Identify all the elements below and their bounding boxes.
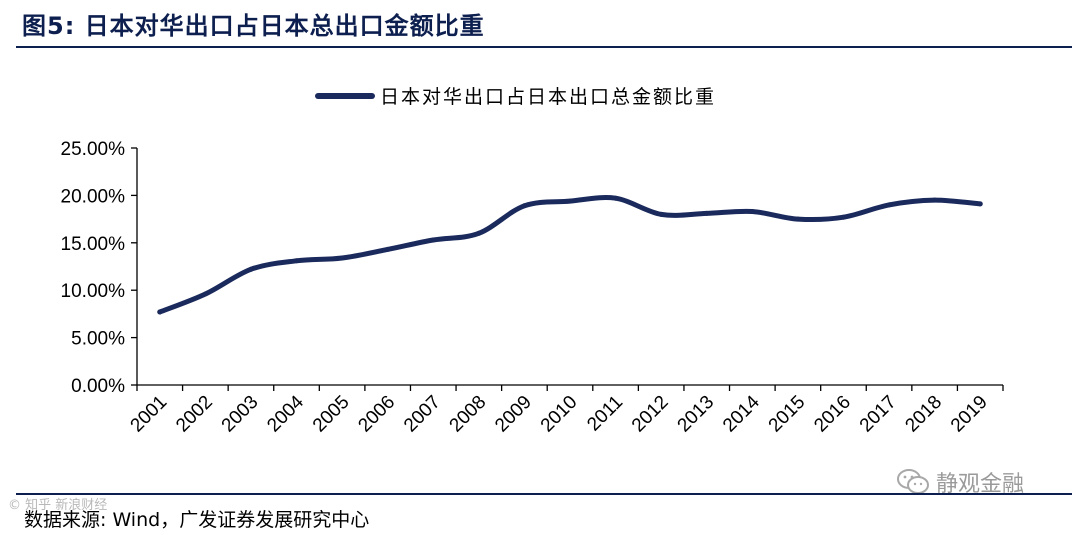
x-tick-label: 2010 <box>537 392 582 437</box>
data-point-2011 <box>613 195 619 201</box>
x-tick-label: 2004 <box>263 391 308 436</box>
x-tick-label: 2002 <box>172 392 217 437</box>
x-tick-label: 2008 <box>446 392 491 437</box>
data-point-2010 <box>567 198 573 204</box>
series-group <box>157 195 983 315</box>
y-tick-label: 10.00% <box>61 281 126 302</box>
wechat-label: 静观金融 <box>936 472 1025 497</box>
data-point-2016 <box>841 214 846 220</box>
line-chart: 日本对华出口占日本出口总金额比重 0.00% 5.00% 10.00% 15.00% 2… <box>61 86 1004 437</box>
wechat-brand: 静观金融 <box>896 466 1024 498</box>
legend-label: 日本对华出口占日本出口总金额比重 <box>380 86 716 108</box>
x-tick-label: 2011 <box>583 392 627 436</box>
data-point-2013 <box>704 210 710 216</box>
source-note: 数据来源: Wind，广发证券发展研究中心 <box>24 509 370 531</box>
data-point-2004 <box>294 258 299 264</box>
x-tick-label: 2018 <box>901 392 946 437</box>
x-tick-label: 2017 <box>856 392 901 437</box>
data-point-2007 <box>430 237 436 243</box>
watermark-text: © 知乎 新浪财经 <box>8 498 108 513</box>
y-tick-label: 0.00% <box>71 376 125 397</box>
x-tick-label: 2015 <box>765 392 810 437</box>
x-tick-label: 2006 <box>354 392 399 437</box>
figure-title: 图5: 日本对华出口占日本总出口金额比重 <box>22 12 485 40</box>
bottom-divider <box>16 493 1072 495</box>
x-tick-label: 2001 <box>127 392 172 437</box>
y-tick-label: 20.00% <box>61 186 126 207</box>
data-point-2017 <box>886 202 892 208</box>
data-point-2015 <box>795 216 801 222</box>
wechat-icon <box>897 469 929 494</box>
y-tick-label: 25.00% <box>61 139 126 160</box>
legend: 日本对华出口占日本出口总金额比重 <box>315 86 716 108</box>
data-point-2009 <box>521 203 527 209</box>
x-tick-label: 2003 <box>218 392 263 437</box>
y-tick-label: 5.00% <box>71 329 125 350</box>
x-tick-label: 2012 <box>628 392 673 437</box>
x-tick-label: 2014 <box>719 391 764 436</box>
x-tick-label: 2016 <box>810 392 855 437</box>
data-point-2019 <box>977 201 983 207</box>
x-tick-label: 2009 <box>491 392 536 437</box>
data-point-2008 <box>476 230 482 236</box>
y-tick-label: 15.00% <box>61 234 126 255</box>
x-tick-label: 2013 <box>674 392 719 437</box>
data-point-2005 <box>339 255 345 261</box>
data-point-2003 <box>248 266 254 272</box>
data-point-2014 <box>749 209 755 214</box>
series-line <box>157 195 983 315</box>
x-axis: 2001 2002 2003 2004 2005 2006 2007 2008 2009 2010… <box>127 384 1004 437</box>
top-divider <box>16 46 1072 48</box>
x-tick-label: 2007 <box>400 392 445 437</box>
x-tick-label: 2005 <box>309 392 354 437</box>
data-point-2018 <box>932 197 938 203</box>
y-axis: 0.00% 5.00% 10.00% 15.00% 20.00% 25.00% <box>61 139 138 397</box>
data-point-2001 <box>157 309 163 315</box>
data-point-2012 <box>658 211 664 217</box>
x-tick-label: 2019 <box>947 392 992 437</box>
data-point-2006 <box>385 246 391 252</box>
data-point-2002 <box>202 291 208 297</box>
